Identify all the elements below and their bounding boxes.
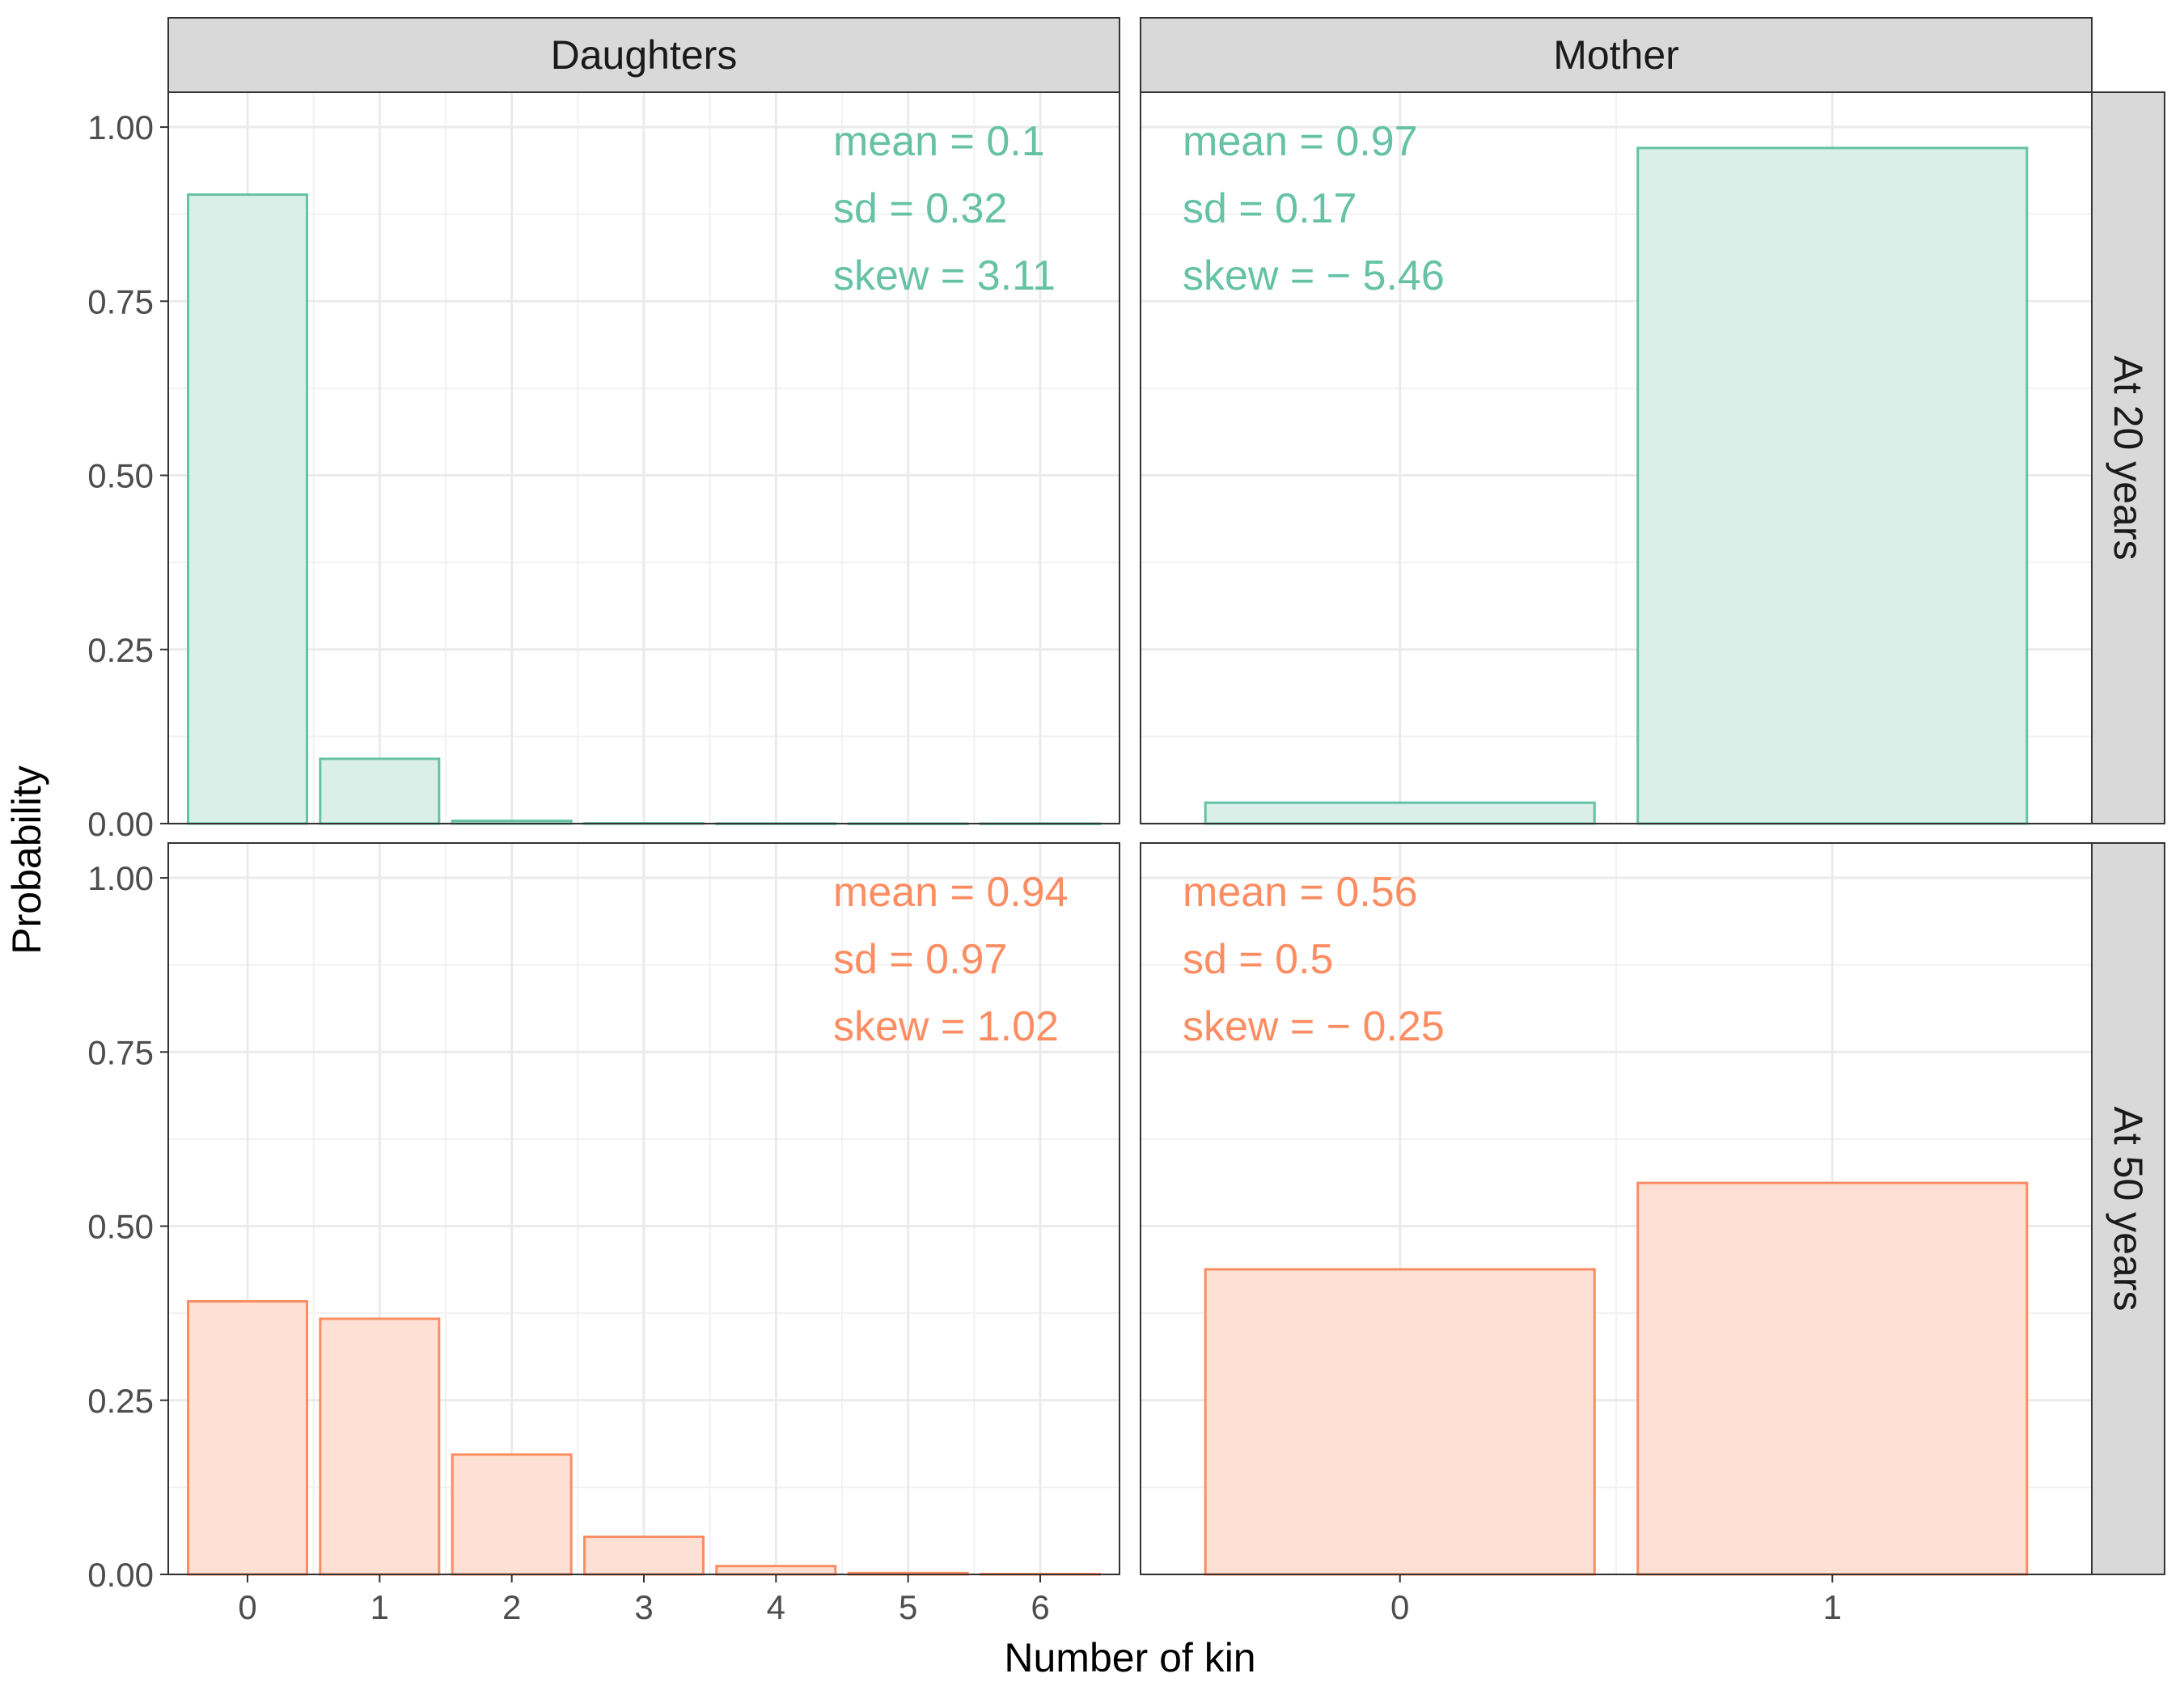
stat-label: mean = 0.1 bbox=[833, 118, 1045, 165]
y-tick-label: 1.00 bbox=[87, 859, 154, 897]
row-strip bbox=[2091, 91, 2165, 824]
bar bbox=[319, 757, 441, 825]
row-strip-label: At 50 years bbox=[2106, 1107, 2151, 1311]
stat-label: skew = 3.11 bbox=[833, 252, 1056, 299]
bar bbox=[1636, 146, 2029, 825]
stat-label: sd = 0.17 bbox=[1183, 185, 1357, 232]
bar bbox=[1636, 1181, 2029, 1576]
bar bbox=[187, 193, 308, 825]
y-tick-label: 0.25 bbox=[87, 1382, 154, 1420]
stat-label: mean = 0.56 bbox=[1183, 869, 1418, 916]
bar bbox=[319, 1317, 441, 1576]
panel-1-1: mean = 0.1 sd = 0.32 skew = 3.11 bbox=[167, 91, 1120, 825]
x-tick-label: 4 bbox=[767, 1588, 785, 1626]
x-tick-label: 6 bbox=[1031, 1588, 1049, 1626]
x-tick-label: 0 bbox=[238, 1588, 256, 1626]
x-tick-label: 3 bbox=[634, 1588, 653, 1626]
bar bbox=[1204, 1268, 1596, 1576]
bar bbox=[715, 1565, 837, 1576]
column-strip bbox=[167, 17, 1120, 93]
x-axis-title: Number of kin bbox=[1004, 1635, 1255, 1680]
column-strip-label: Mother bbox=[1553, 32, 1679, 78]
stat-label: sd = 0.97 bbox=[833, 936, 1007, 983]
y-tick-label: 0.75 bbox=[87, 1033, 154, 1071]
y-tick-label: 0.00 bbox=[87, 1556, 154, 1594]
x-tick-label: 0 bbox=[1390, 1588, 1409, 1626]
x-tick-label: 1 bbox=[1823, 1588, 1842, 1626]
y-axis-title: Probability bbox=[4, 765, 49, 954]
stat-label: skew = − 5.46 bbox=[1183, 252, 1445, 299]
x-tick-label: 5 bbox=[899, 1588, 917, 1626]
stat-label: mean = 0.97 bbox=[1183, 118, 1418, 165]
stat-label: skew = 1.02 bbox=[833, 1003, 1059, 1050]
y-tick-label: 0.50 bbox=[87, 1208, 154, 1246]
column-strip-label: Daughters bbox=[551, 32, 738, 78]
stat-label: mean = 0.94 bbox=[833, 869, 1069, 916]
axes-layer: 0.00 0.25 0.50 0.75 1.00 0.00 0.25 0.50 0.75 1.00… bbox=[87, 108, 1842, 1626]
row-strip bbox=[2091, 842, 2165, 1575]
x-tick-label: 1 bbox=[370, 1588, 389, 1626]
x-tick-label: 2 bbox=[502, 1588, 521, 1626]
stat-label: sd = 0.32 bbox=[833, 185, 1007, 232]
panels-layer: mean = 0.1 sd = 0.32 skew = 3.11 mean = 0.9… bbox=[167, 91, 2093, 1576]
y-tick-label: 0.25 bbox=[87, 631, 154, 669]
row-strip-label: At 20 years bbox=[2106, 356, 2151, 561]
facet-strips: Daughters Mother At 20 years At 50 years bbox=[167, 17, 2165, 1575]
y-tick-label: 0.75 bbox=[87, 282, 154, 320]
bar bbox=[187, 1300, 308, 1576]
stat-label: sd = 0.5 bbox=[1183, 936, 1333, 983]
bar bbox=[451, 1453, 573, 1576]
bar bbox=[583, 1536, 705, 1576]
y-tick-label: 0.00 bbox=[87, 805, 154, 843]
stat-label: skew = − 0.25 bbox=[1183, 1003, 1445, 1050]
y-tick-label: 0.50 bbox=[87, 457, 154, 495]
panel-2-2: mean = 0.56 sd = 0.5 skew = − 0.25 bbox=[1140, 842, 2093, 1576]
panel-1-2: mean = 0.97 sd = 0.17 skew = − 5.46 bbox=[1140, 91, 2093, 825]
y-tick-label: 1.00 bbox=[87, 108, 154, 146]
bar bbox=[1204, 801, 1596, 825]
column-strip bbox=[1140, 17, 2093, 93]
panel-2-1: mean = 0.94 sd = 0.97 skew = 1.02 bbox=[167, 842, 1120, 1576]
